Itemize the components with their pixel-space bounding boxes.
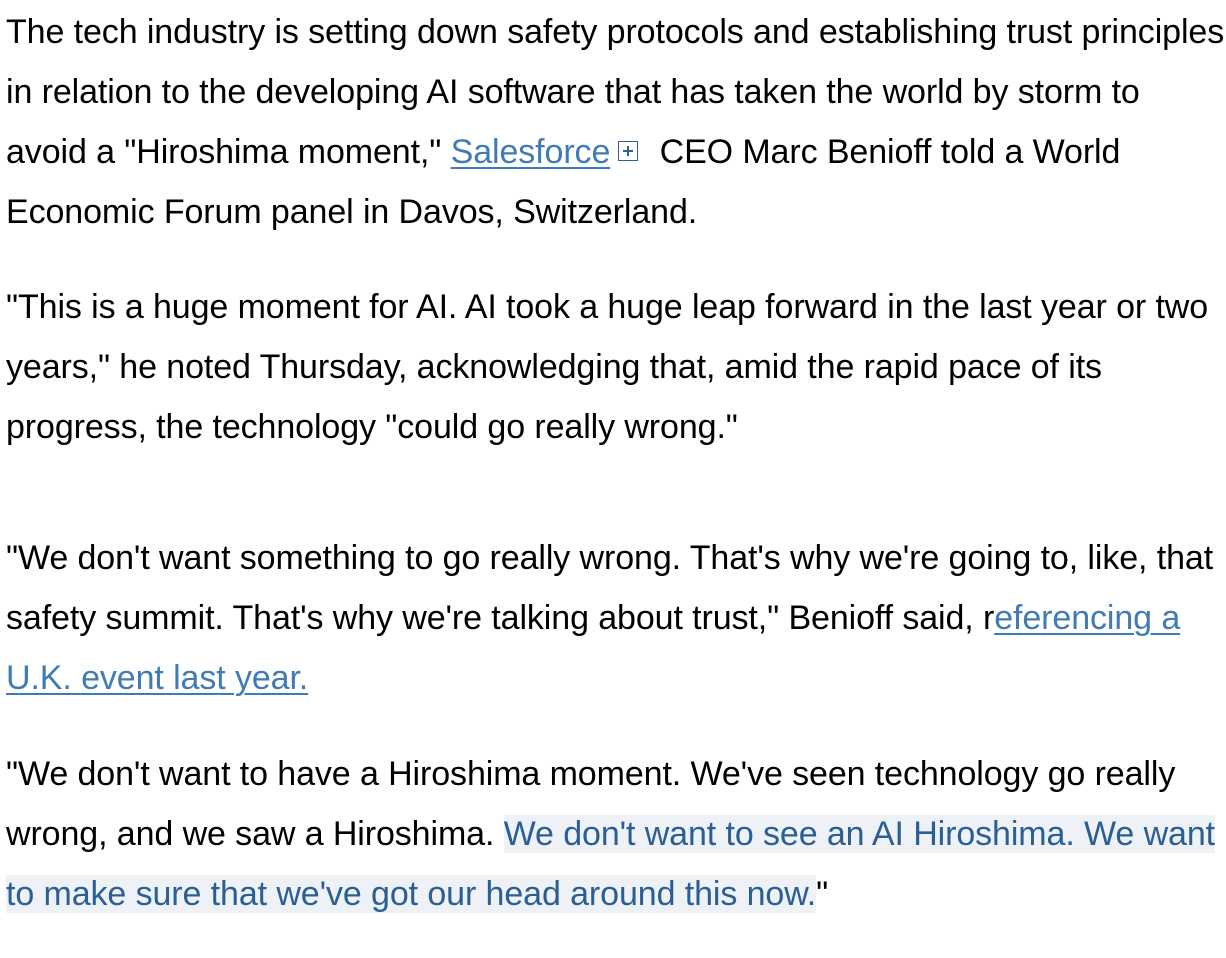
paragraph-3: "We don't want something to go really wr…: [6, 528, 1226, 708]
paragraph-3-text: "We don't want something to go really wr…: [6, 539, 1214, 637]
paragraph-2-text: "This is a huge moment for AI. AI took a…: [6, 288, 1209, 446]
paragraph-1-text-start: The tech industry is setting down safety…: [6, 13, 1225, 171]
paragraph-1-text-end: CEO Marc Benioff told a World Economic F…: [6, 133, 1121, 231]
paragraph-4: "We don't want to have a Hiroshima momen…: [6, 744, 1226, 924]
salesforce-link[interactable]: Salesforce: [450, 133, 611, 171]
uk-event-link[interactable]: eferencing a U.K. event last year.: [6, 599, 1181, 697]
paragraph-4-text: "We don't want to have a Hiroshima momen…: [6, 755, 1176, 853]
expand-plus-icon[interactable]: [618, 141, 639, 161]
paragraph-2: "This is a huge moment for AI. AI took a…: [6, 277, 1226, 457]
closing-quote-mark: ": [816, 875, 829, 913]
paragraph-1: The tech industry is setting down safety…: [6, 2, 1226, 242]
